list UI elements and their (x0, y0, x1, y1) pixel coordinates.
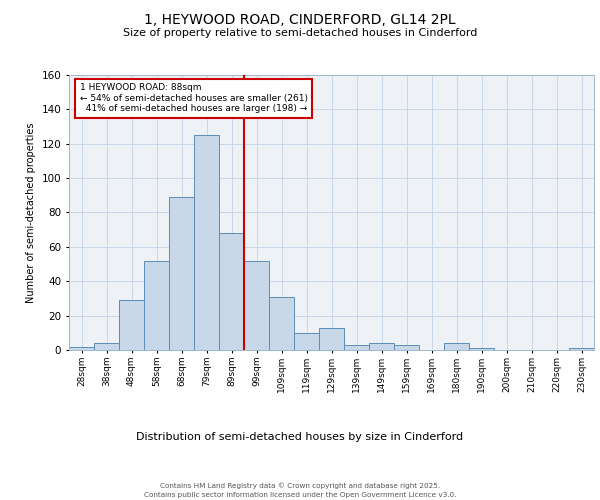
Bar (69, 346, 94, 350)
Text: Distribution of semi-detached houses by size in Cinderford: Distribution of semi-detached houses by … (136, 432, 464, 442)
Bar (319, 328, 344, 350)
Bar (119, 300, 144, 350)
Bar (194, 135, 219, 350)
Text: 1 HEYWOOD ROAD: 88sqm
← 54% of semi-detached houses are smaller (261)
  41% of s: 1 HEYWOOD ROAD: 88sqm ← 54% of semi-deta… (79, 83, 308, 113)
Bar (219, 233, 244, 350)
Bar (244, 260, 269, 350)
Text: Contains HM Land Registry data © Crown copyright and database right 2025.
Contai: Contains HM Land Registry data © Crown c… (144, 482, 456, 498)
Bar (569, 348, 594, 350)
Bar (344, 345, 369, 350)
Text: Size of property relative to semi-detached houses in Cinderford: Size of property relative to semi-detach… (123, 28, 477, 38)
Bar (144, 260, 169, 350)
Bar (269, 296, 294, 350)
Bar (394, 345, 419, 350)
Bar (469, 348, 494, 350)
Bar (369, 343, 394, 350)
Bar (294, 333, 319, 350)
Bar (94, 343, 119, 350)
Y-axis label: Number of semi-detached properties: Number of semi-detached properties (26, 122, 36, 302)
Bar (169, 197, 194, 350)
Bar (444, 343, 469, 350)
Text: 1, HEYWOOD ROAD, CINDERFORD, GL14 2PL: 1, HEYWOOD ROAD, CINDERFORD, GL14 2PL (144, 12, 456, 26)
